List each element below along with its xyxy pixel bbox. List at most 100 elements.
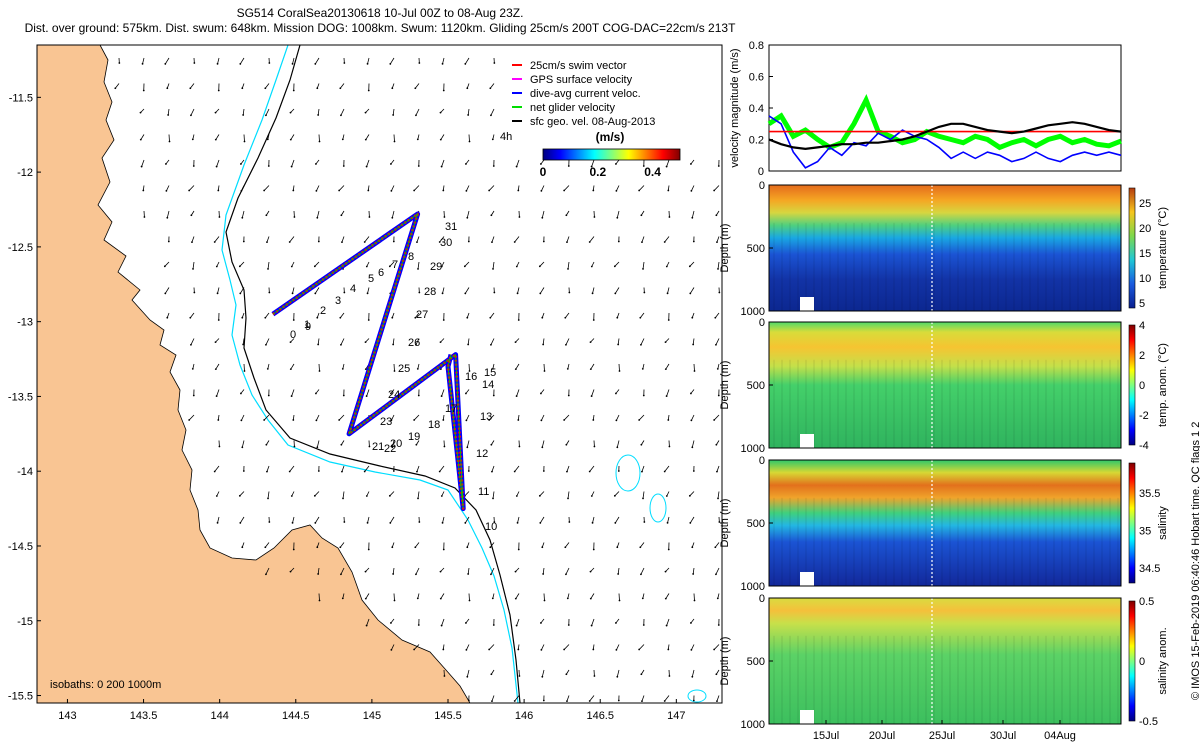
heatmap-texture [1053,635,1055,724]
map-y-tick-label: -13 [17,317,33,329]
current-vector-head [390,622,392,624]
current-vector-head [591,521,594,524]
current-vector [189,83,195,89]
current-vector [192,261,195,269]
current-vector-head [565,214,568,217]
heatmap-texture [845,635,847,724]
colorbar-label: salinity anom. [1157,627,1169,694]
heatmap-texture [1037,222,1039,311]
map-y-tick-label: -12.5 [8,242,33,254]
colorbar-tick-label: 0 [1139,380,1145,392]
current-vector-head [491,597,494,600]
current-vector-head [589,341,592,343]
current-vector-head [266,367,269,370]
current-vector-head [567,165,570,167]
current-vector-head [365,495,368,497]
current-vector-head [167,114,170,116]
current-vector-head [192,165,195,167]
current-vector-head [613,494,616,497]
current-vector-head [367,189,370,192]
current-vector-head [464,292,467,295]
current-vector [689,491,695,497]
current-vector-head [364,138,367,141]
heatmap-texture [989,635,991,724]
current-vector-head [416,241,418,244]
current-vector-head [716,597,719,600]
current-vector-head [264,546,267,549]
heatmap-texture [925,359,927,448]
current-vector-head [289,570,292,573]
current-vector-head [715,214,718,217]
current-vector-head [317,470,320,472]
current-vector [590,363,595,370]
current-vector [490,338,495,345]
day-label: 29 [430,261,442,273]
current-vector [317,567,320,574]
heatmap-texture [1101,635,1103,724]
current-vector-head [617,240,620,243]
current-vector-head [639,316,642,319]
current-vector-head [640,573,642,576]
current-vector-head [217,89,220,92]
current-vector [466,210,470,218]
current-vector-head [590,624,593,627]
current-vector-head [415,343,417,346]
heatmap-texture [917,359,919,448]
current-vector-head [567,268,569,270]
heatmap-texture [981,635,983,724]
current-vector [216,389,220,397]
current-vector [665,363,670,370]
current-vector [515,593,520,599]
time-x-tick-label: 25Jul [929,730,955,742]
current-vector-head [716,470,718,473]
current-vector [314,287,320,294]
heatmap-texture [1085,497,1087,586]
current-vector [616,669,620,677]
heatmap-texture [829,359,831,448]
current-vector [539,287,545,294]
current-vector-head [663,241,666,243]
current-vector [190,338,195,345]
current-vector [516,159,520,167]
current-vector-head [364,570,367,573]
heatmap-texture [957,222,959,311]
current-vector [341,236,345,243]
heatmap-texture [869,635,871,724]
current-vector-head [168,140,171,143]
current-vector-head [467,573,470,575]
current-vector [442,516,445,523]
heatmap-texture [1101,222,1103,311]
heatmap-texture [1069,497,1071,586]
current-vector-head [241,446,244,449]
velocity-y-tick-label: 0.6 [749,72,764,84]
time-x-tick-label: 04Aug [1044,730,1076,742]
current-vector [141,159,145,167]
heatmap-texture [853,497,855,586]
heatmap-texture [981,497,983,586]
map-y-tick-label: -13.5 [8,391,33,403]
current-vector-head [292,548,295,551]
current-vector [215,134,220,140]
heatmap-texture [821,222,823,311]
day-label: 17 [445,403,457,415]
current-vector-head [515,265,518,268]
heatmap-texture [989,497,991,586]
heatmap-texture [1013,359,1015,448]
heatmap-texture [837,497,839,586]
current-vector-head [688,494,691,497]
current-vector-head [315,163,317,165]
current-vector-head [541,316,544,319]
heatmap-texture [877,359,879,448]
net-velocity-track [272,213,464,509]
current-vector-head [465,392,467,395]
current-vector-head [242,470,245,472]
heatmap-texture [773,635,775,724]
current-vector-head [293,216,296,218]
current-vector-head [290,495,293,497]
current-vector-head [490,443,493,446]
current-vector-head [316,216,319,219]
heatmap-texture [1013,497,1015,586]
current-vector-head [615,392,617,395]
heatmap-texture [917,635,919,724]
current-vector-head [164,292,167,295]
